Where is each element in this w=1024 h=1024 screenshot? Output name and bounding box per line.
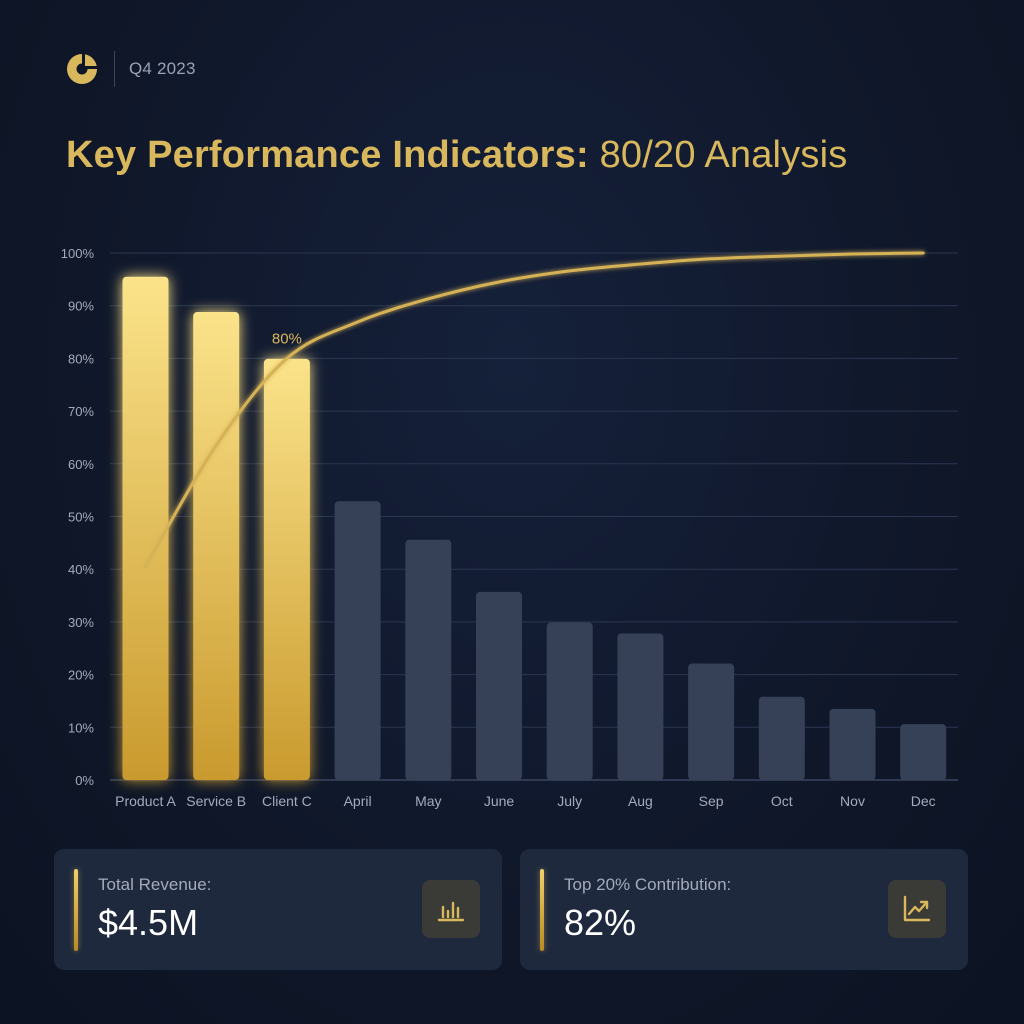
annotations: 80% — [272, 330, 302, 347]
bar-sep[interactable] — [688, 664, 734, 780]
y-tick-label: 80% — [68, 351, 94, 366]
total-revenue-label: Total Revenue: — [98, 875, 211, 895]
x-tick-label: Product A — [115, 793, 176, 809]
x-tick-label: Sep — [699, 793, 724, 809]
y-tick-label: 30% — [68, 615, 94, 630]
pareto-chart: 0% 10% 20% 30% 40% 50% 60% 70% 80% 90% 100% Produc… — [0, 0, 1024, 840]
x-tick-label: Oct — [771, 793, 793, 809]
y-tick-label: 50% — [68, 510, 94, 525]
cumulative-line-layer — [146, 253, 924, 567]
y-tick-label: 60% — [68, 457, 94, 472]
bars — [123, 277, 947, 780]
x-tick-label: May — [415, 793, 441, 809]
x-tick-label: Nov — [840, 793, 865, 809]
x-tick-label: June — [484, 793, 515, 809]
card-accent-bar — [540, 869, 544, 951]
trend-up-icon — [901, 893, 933, 925]
x-tick-label: Aug — [628, 793, 653, 809]
bar-service-b[interactable] — [193, 312, 239, 780]
y-tick-label: 100% — [61, 246, 95, 261]
bar-june[interactable] — [476, 592, 522, 780]
bar-aug[interactable] — [617, 633, 663, 780]
x-tick-label: Service B — [186, 793, 246, 809]
y-tick-label: 10% — [68, 720, 94, 735]
x-axis-ticks: Product A Service B Client C April May June Ju… — [115, 793, 936, 809]
bar-july[interactable] — [547, 622, 593, 780]
bar-april[interactable] — [335, 501, 381, 780]
top-contribution-icon-box[interactable] — [888, 880, 946, 938]
y-tick-label: 40% — [68, 562, 94, 577]
bar-dec[interactable] — [900, 724, 946, 780]
y-tick-label: 90% — [68, 299, 94, 314]
x-tick-label: July — [557, 793, 582, 809]
card-accent-bar — [74, 869, 78, 951]
top-contribution-label: Top 20% Contribution: — [564, 875, 731, 895]
y-tick-label: 20% — [68, 668, 94, 683]
bar-product-a[interactable] — [123, 277, 169, 780]
bar-chart-icon — [435, 893, 467, 925]
bar-oct[interactable] — [759, 697, 805, 780]
y-tick-label: 70% — [68, 404, 94, 419]
x-tick-label: April — [344, 793, 372, 809]
y-axis-ticks: 0% 10% 20% 30% 40% 50% 60% 70% 80% 90% 100% — [61, 246, 95, 788]
top-contribution-value: 82% — [564, 902, 636, 944]
x-tick-label: Client C — [262, 793, 312, 809]
dashboard-page: Q4 2023 Key Performance Indicators: 80/2… — [0, 0, 1024, 1024]
total-revenue-icon-box[interactable] — [422, 880, 480, 938]
cumulative-line — [146, 253, 924, 567]
y-tick-label: 0% — [75, 773, 94, 788]
x-tick-label: Dec — [911, 793, 936, 809]
total-revenue-card: Total Revenue: $4.5M — [54, 849, 502, 970]
bar-may[interactable] — [405, 540, 451, 780]
annotation-label: 80% — [272, 330, 302, 347]
bar-client-c[interactable] — [264, 359, 310, 780]
bar-nov[interactable] — [830, 709, 876, 780]
top-contribution-card: Top 20% Contribution: 82% — [520, 849, 968, 970]
total-revenue-value: $4.5M — [98, 902, 198, 944]
